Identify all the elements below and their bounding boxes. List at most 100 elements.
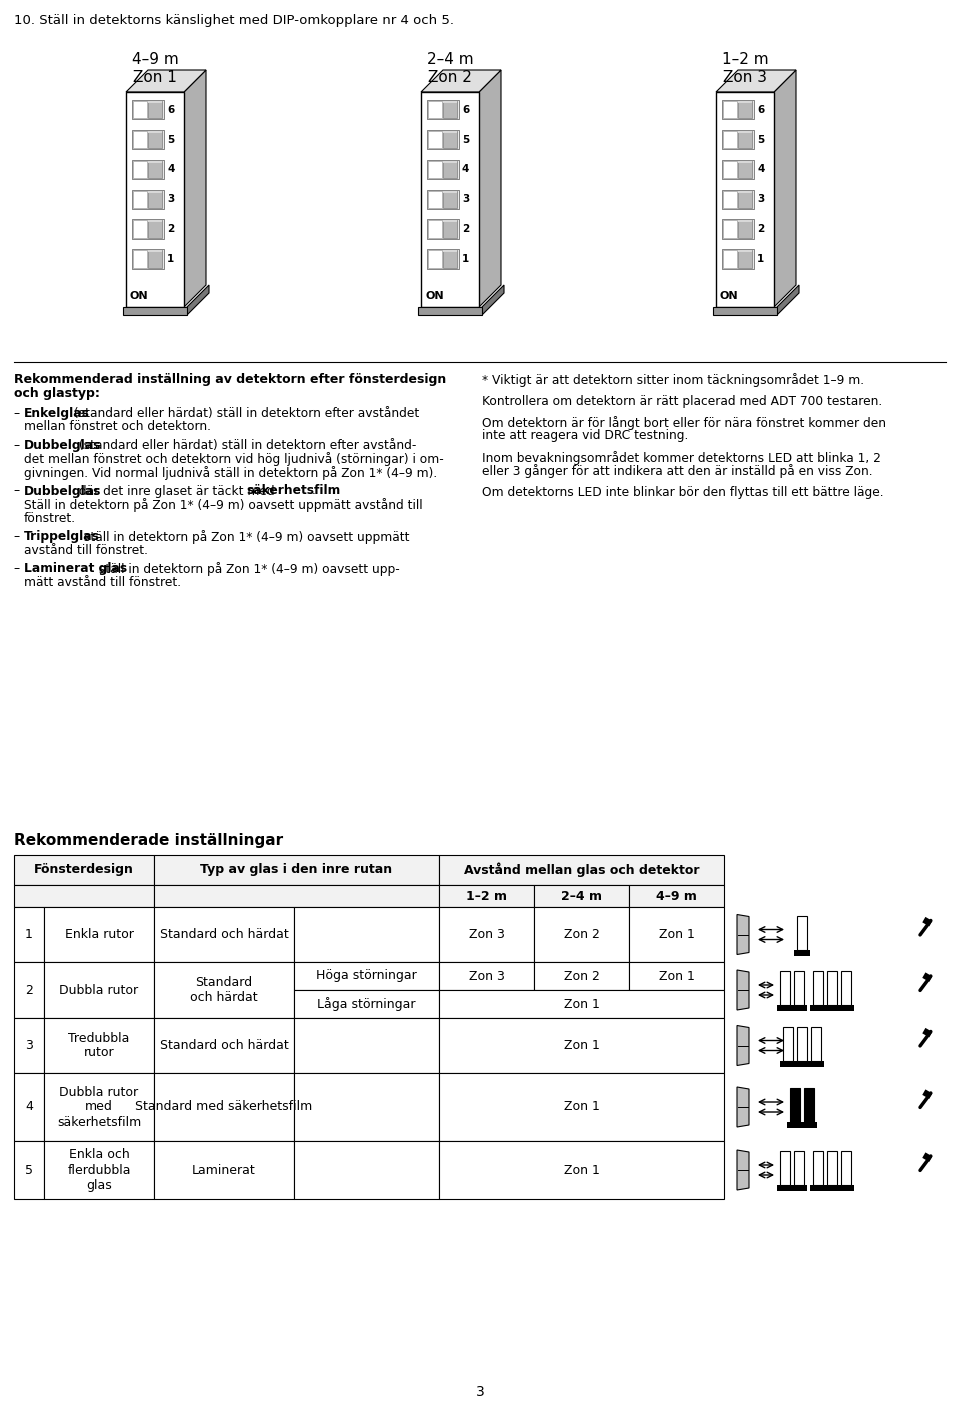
Bar (738, 250, 752, 267)
Text: inte att reagera vid DRC testning.: inte att reagera vid DRC testning. (482, 429, 688, 442)
Bar (738, 220, 752, 237)
Text: Laminerat glas: Laminerat glas (24, 562, 128, 575)
Bar (790, 1089, 800, 1123)
Text: 1–2 m: 1–2 m (466, 890, 507, 902)
Text: fönstret.: fönstret. (24, 511, 76, 524)
Bar (132, 160, 164, 179)
Bar (716, 92, 774, 306)
Text: där det inre glaset är täckt med: där det inre glaset är täckt med (75, 484, 278, 497)
Text: Zon 1: Zon 1 (133, 71, 177, 85)
Bar (427, 130, 459, 150)
Bar (133, 131, 148, 148)
Text: Zon 1: Zon 1 (564, 997, 599, 1011)
Text: (standard eller härdat) ställ in detektorn efter avståndet: (standard eller härdat) ställ in detekto… (69, 407, 419, 419)
Bar (294, 1018, 439, 1073)
Bar (427, 249, 459, 268)
Text: 1: 1 (167, 254, 175, 264)
Bar (294, 907, 439, 962)
Bar (923, 973, 932, 981)
Bar (428, 220, 443, 237)
Bar (722, 219, 754, 239)
Polygon shape (737, 1149, 749, 1190)
Text: 10. Ställ in detektorns känslighet med DIP-omkopplare nr 4 och 5.: 10. Ställ in detektorns känslighet med D… (14, 14, 454, 27)
Text: 2: 2 (757, 225, 764, 234)
Text: mätt avstånd till fönstret.: mätt avstånd till fönstret. (24, 576, 181, 589)
Text: Kontrollera om detektorn är rätt placerad med ADT 700 testaren.: Kontrollera om detektorn är rätt placera… (482, 394, 882, 408)
Text: Zon 3: Zon 3 (468, 928, 504, 940)
Text: 5: 5 (757, 134, 764, 144)
Text: Enkla och
flerdubbla
glas: Enkla och flerdubbla glas (67, 1148, 131, 1192)
Bar (444, 161, 457, 162)
Text: Standard och härdat: Standard och härdat (159, 928, 288, 940)
Text: 1–2 m: 1–2 m (722, 52, 768, 66)
Text: och glastyp:: och glastyp: (14, 387, 100, 400)
Bar (923, 1028, 932, 1038)
Bar (444, 131, 457, 148)
Text: 2: 2 (25, 984, 33, 997)
Bar (428, 102, 443, 119)
Bar (777, 1185, 807, 1192)
Bar (14, 1073, 44, 1141)
Text: ON: ON (130, 291, 149, 301)
Bar (428, 250, 443, 267)
Bar (810, 1185, 854, 1192)
Bar (154, 1141, 294, 1199)
Bar (738, 131, 752, 133)
Bar (813, 1151, 823, 1185)
Bar (629, 907, 724, 962)
Bar (827, 1151, 837, 1185)
Bar (722, 160, 754, 179)
Bar (629, 962, 724, 990)
Bar (427, 100, 459, 120)
Bar (723, 131, 737, 148)
Bar (444, 220, 457, 237)
Bar (738, 220, 752, 222)
Text: –: – (14, 562, 24, 575)
Polygon shape (482, 285, 504, 315)
Text: (standard eller härdat) ställ in detektorn efter avstånd-: (standard eller härdat) ställ in detekto… (75, 439, 416, 452)
Bar (813, 971, 823, 1005)
Text: * Viktigt är att detektorn sitter inom täckningsområdet 1–9 m.: * Viktigt är att detektorn sitter inom t… (482, 373, 864, 387)
Bar (794, 950, 810, 956)
Text: Om detektorns LED inte blinkar bör den flyttas till ett bättre läge.: Om detektorns LED inte blinkar bör den f… (482, 486, 883, 498)
Text: –: – (14, 439, 24, 452)
Bar (787, 1123, 817, 1128)
Text: Låga störningar: Låga störningar (317, 997, 416, 1011)
Text: Zon 1: Zon 1 (564, 1163, 599, 1176)
Bar (804, 1089, 814, 1123)
Polygon shape (737, 1087, 749, 1127)
Bar (428, 191, 443, 208)
Text: 3: 3 (462, 195, 469, 205)
Bar (132, 249, 164, 268)
Text: 2: 2 (167, 225, 175, 234)
Text: 1: 1 (25, 928, 33, 940)
Bar (444, 161, 457, 178)
Bar (923, 1090, 932, 1099)
Text: Zon 1: Zon 1 (564, 1039, 599, 1052)
Text: Zon 3: Zon 3 (723, 71, 767, 85)
Bar (797, 1027, 807, 1060)
Text: Avstånd mellan glas och detektor: Avstånd mellan glas och detektor (464, 863, 699, 877)
Bar (14, 885, 154, 907)
Text: .: . (312, 484, 316, 497)
Bar (132, 189, 164, 209)
Polygon shape (737, 970, 749, 1010)
Polygon shape (774, 71, 796, 306)
Text: ON: ON (425, 291, 444, 301)
Bar (44, 907, 154, 962)
Bar (444, 131, 457, 133)
Bar (444, 250, 457, 267)
Text: Trippelglas: Trippelglas (24, 530, 100, 544)
Bar (154, 1018, 294, 1073)
Bar (14, 856, 154, 885)
Bar (149, 220, 161, 237)
Text: 6: 6 (462, 104, 469, 114)
Text: 2–4 m: 2–4 m (426, 52, 473, 66)
Bar (794, 1151, 804, 1185)
Bar (149, 131, 161, 148)
Bar (444, 102, 457, 103)
Text: 4–9 m: 4–9 m (132, 52, 179, 66)
Bar (294, 962, 439, 990)
Bar (149, 250, 161, 253)
Bar (149, 102, 161, 119)
